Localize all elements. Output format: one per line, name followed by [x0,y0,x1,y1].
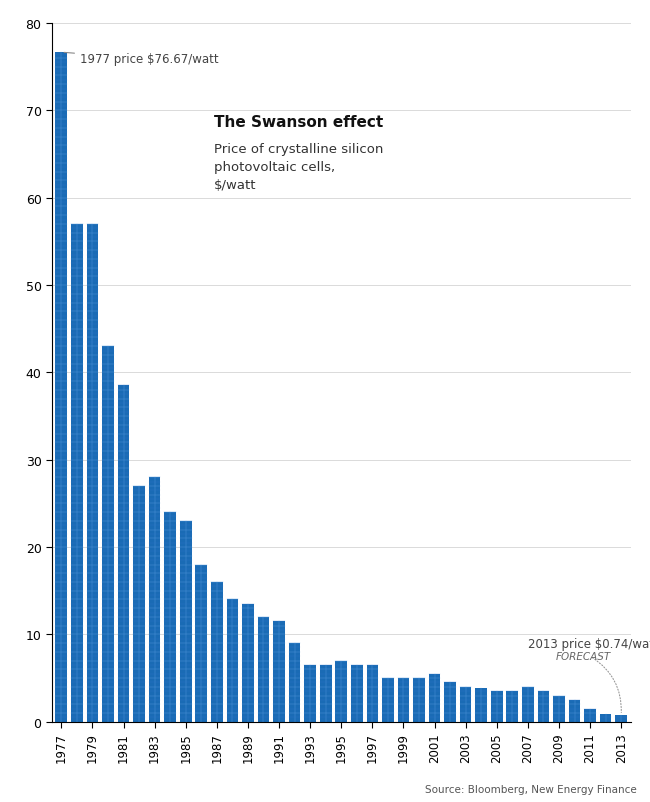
Text: 1977 price $76.67/watt: 1977 price $76.67/watt [64,53,218,67]
Bar [382,678,394,722]
Bar [506,691,518,722]
Bar [475,688,487,722]
Bar [413,678,425,722]
Bar [538,691,549,722]
Bar [196,565,207,722]
Bar [445,683,456,722]
Bar [553,695,565,722]
Bar [227,600,238,722]
Bar [133,486,145,722]
Bar [398,678,410,722]
Bar [304,665,316,722]
Bar [584,709,596,722]
Text: 2013 price $0.74/watt: 2013 price $0.74/watt [528,638,650,650]
Bar [491,691,502,722]
Bar [102,346,114,722]
Bar [164,512,176,722]
Bar [569,700,580,722]
Text: Price of crystalline silicon
photovoltaic cells,
$/watt: Price of crystalline silicon photovoltai… [214,143,384,192]
Bar [273,622,285,722]
Bar [616,715,627,722]
Bar [180,521,192,722]
Bar [320,665,332,722]
Bar [257,618,269,722]
Bar [460,687,471,722]
Bar [351,665,363,722]
Bar [118,386,129,722]
Text: The Swanson effect: The Swanson effect [214,115,384,130]
Bar [600,714,612,722]
Bar [522,687,534,722]
Bar [211,582,223,722]
Bar [289,643,300,722]
Bar [55,53,67,722]
Text: Source: Bloomberg, New Energy Finance: Source: Bloomberg, New Energy Finance [425,784,637,794]
Bar [242,604,254,722]
Bar [429,674,441,722]
Bar [335,661,347,722]
Bar [367,665,378,722]
Bar [86,225,98,722]
Bar [71,225,83,722]
Bar [149,478,161,722]
Text: FORECAST: FORECAST [556,651,611,661]
